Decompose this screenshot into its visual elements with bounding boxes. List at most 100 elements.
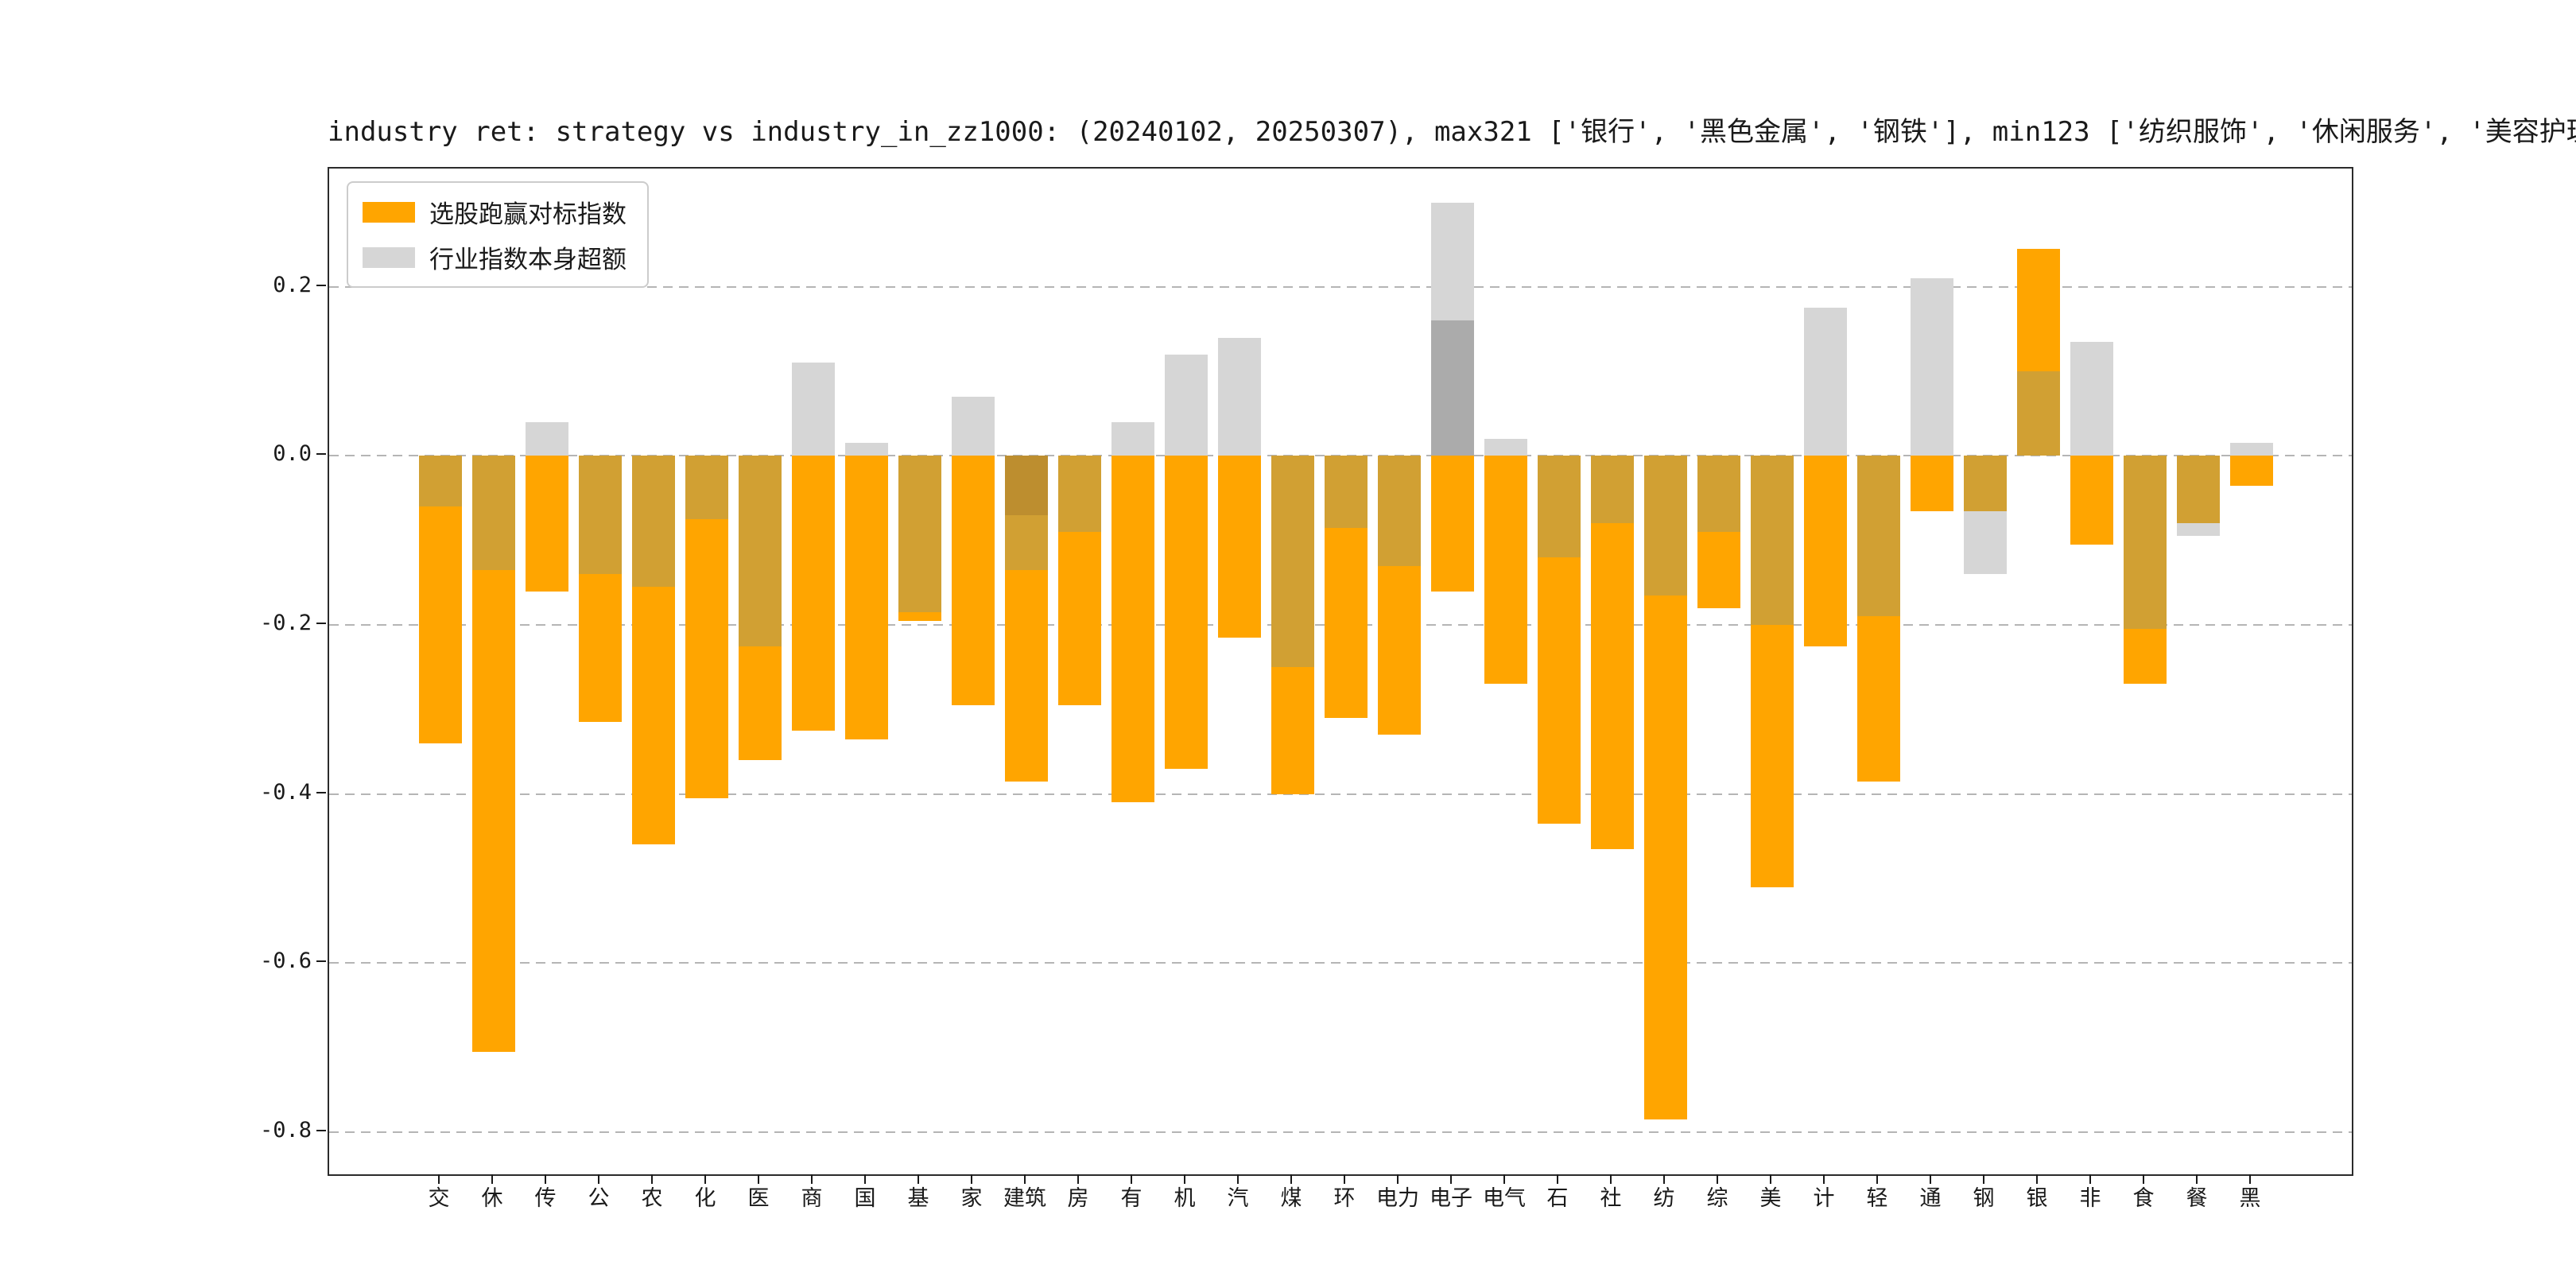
bar-segment-extra: [1005, 456, 1048, 515]
x-tick-label: 国: [854, 1186, 876, 1211]
bar-segment-industry: [1484, 439, 1527, 456]
x-tick-mark: [864, 1174, 866, 1184]
bar-segment-industry: [1804, 308, 1847, 456]
y-tick-label: -0.8: [259, 1117, 312, 1143]
x-tick-mark: [918, 1174, 919, 1184]
y-tick-mark: [316, 1129, 326, 1131]
x-tick-mark: [1823, 1174, 1825, 1184]
bar-segment-industry: [2230, 443, 2273, 456]
bar-segment-industry: [526, 421, 568, 456]
x-tick-label: 休: [481, 1186, 503, 1211]
bar-segment: [632, 587, 675, 845]
x-tick-mark: [2249, 1174, 2251, 1184]
x-tick-label: 非: [2079, 1186, 2101, 1211]
bar-segment-overlap: [579, 456, 622, 575]
bar-segment: [1325, 527, 1368, 718]
bar-segment-overlap: [1964, 456, 2007, 511]
x-tick-label: 传: [534, 1186, 557, 1211]
bar-segment: [1005, 569, 1048, 782]
bar-segment: [1964, 510, 2007, 575]
x-tick-label: 环: [1333, 1186, 1356, 1211]
bar-segment-overlap: [2124, 456, 2167, 630]
x-tick-mark: [1610, 1174, 1612, 1184]
bar-segment-industry: [1111, 421, 1154, 456]
x-tick-label: 公: [588, 1186, 610, 1211]
x-tick-label: 电气: [1483, 1186, 1526, 1211]
bar-segment-overlap: [1538, 456, 1581, 557]
x-tick-label: 化: [694, 1186, 716, 1211]
x-tick-mark: [1024, 1174, 1026, 1184]
x-tick-mark: [438, 1174, 440, 1184]
bar-segment-strategy: [526, 456, 568, 592]
x-tick-mark: [704, 1174, 706, 1184]
bar-segment-overlap: [1697, 456, 1740, 533]
gridline: [329, 962, 2352, 964]
x-tick-mark: [1131, 1174, 1132, 1184]
x-tick-mark: [651, 1174, 653, 1184]
y-tick-mark: [316, 791, 326, 793]
legend: 选股跑赢对标指数 行业指数本身超额: [347, 181, 649, 288]
x-tick-mark: [1503, 1174, 1505, 1184]
bar-segment-overlap: [1591, 456, 1634, 524]
x-tick-label: 基: [907, 1186, 929, 1211]
x-tick-mark: [2036, 1174, 2038, 1184]
bar-segment-strategy: [2230, 456, 2273, 486]
bar-segment: [1378, 565, 1421, 735]
x-tick-label: 房: [1067, 1186, 1089, 1211]
bar-segment-extra: [1431, 320, 1474, 456]
bar-segment-strategy: [1431, 456, 1474, 592]
bar-segment: [1644, 595, 1687, 1119]
x-tick-mark: [1557, 1174, 1558, 1184]
x-tick-mark: [1290, 1174, 1292, 1184]
bar-segment-overlap: [2177, 456, 2220, 524]
gridline: [329, 793, 2352, 795]
x-tick-mark: [1770, 1174, 1771, 1184]
x-tick-mark: [1876, 1174, 1878, 1184]
bar-segment-overlap: [1058, 456, 1101, 533]
y-tick-mark: [316, 960, 326, 963]
bar-segment: [685, 519, 728, 798]
x-tick-label: 商: [801, 1186, 823, 1211]
x-tick-label: 交: [428, 1186, 450, 1211]
bar-segment: [1538, 557, 1581, 824]
bar-segment: [2177, 523, 2220, 537]
x-tick-mark: [2089, 1174, 2091, 1184]
x-tick-mark: [2143, 1174, 2144, 1184]
bar-segment-overlap: [1644, 456, 1687, 596]
bar-segment-overlap: [2017, 371, 2060, 456]
bar-segment-strategy: [1165, 456, 1208, 769]
bar-segment-industry: [1911, 278, 1953, 456]
x-tick-label: 餐: [2186, 1186, 2208, 1211]
y-tick-mark: [316, 453, 326, 456]
gridline: [329, 1131, 2352, 1133]
bar-segment-industry: [792, 363, 835, 456]
y-tick-label: -0.6: [259, 949, 312, 974]
x-tick-label: 计: [1813, 1186, 1835, 1211]
x-tick-label: 纺: [1653, 1186, 1675, 1211]
x-tick-mark: [971, 1174, 972, 1184]
bar-segment-overlap: [1857, 456, 1900, 617]
bar-segment-overlap: [1378, 456, 1421, 566]
x-tick-mark: [1344, 1174, 1345, 1184]
x-tick-mark: [1450, 1174, 1452, 1184]
legend-swatch-orange: [363, 201, 415, 223]
legend-item-industry: 行业指数本身超额: [363, 239, 627, 275]
x-tick-mark: [545, 1174, 546, 1184]
bar-segment-overlap: [632, 456, 675, 588]
gridline: [329, 285, 2352, 288]
bar-segment: [739, 646, 782, 761]
bar-segment: [1271, 667, 1314, 794]
x-tick-mark: [758, 1174, 759, 1184]
x-tick-mark: [1663, 1174, 1665, 1184]
x-tick-label: 电子: [1430, 1186, 1472, 1211]
x-tick-mark: [598, 1174, 599, 1184]
bar-segment: [2017, 248, 2060, 372]
bar-segment-overlap: [1325, 456, 1368, 528]
y-tick-label: 0.2: [273, 272, 312, 297]
bar-segment-overlap: [898, 456, 941, 613]
bar-segment: [579, 574, 622, 723]
x-tick-mark: [1237, 1174, 1239, 1184]
x-tick-label: 医: [747, 1186, 770, 1211]
x-tick-label: 农: [641, 1186, 663, 1211]
bar-segment-overlap: [419, 456, 462, 507]
